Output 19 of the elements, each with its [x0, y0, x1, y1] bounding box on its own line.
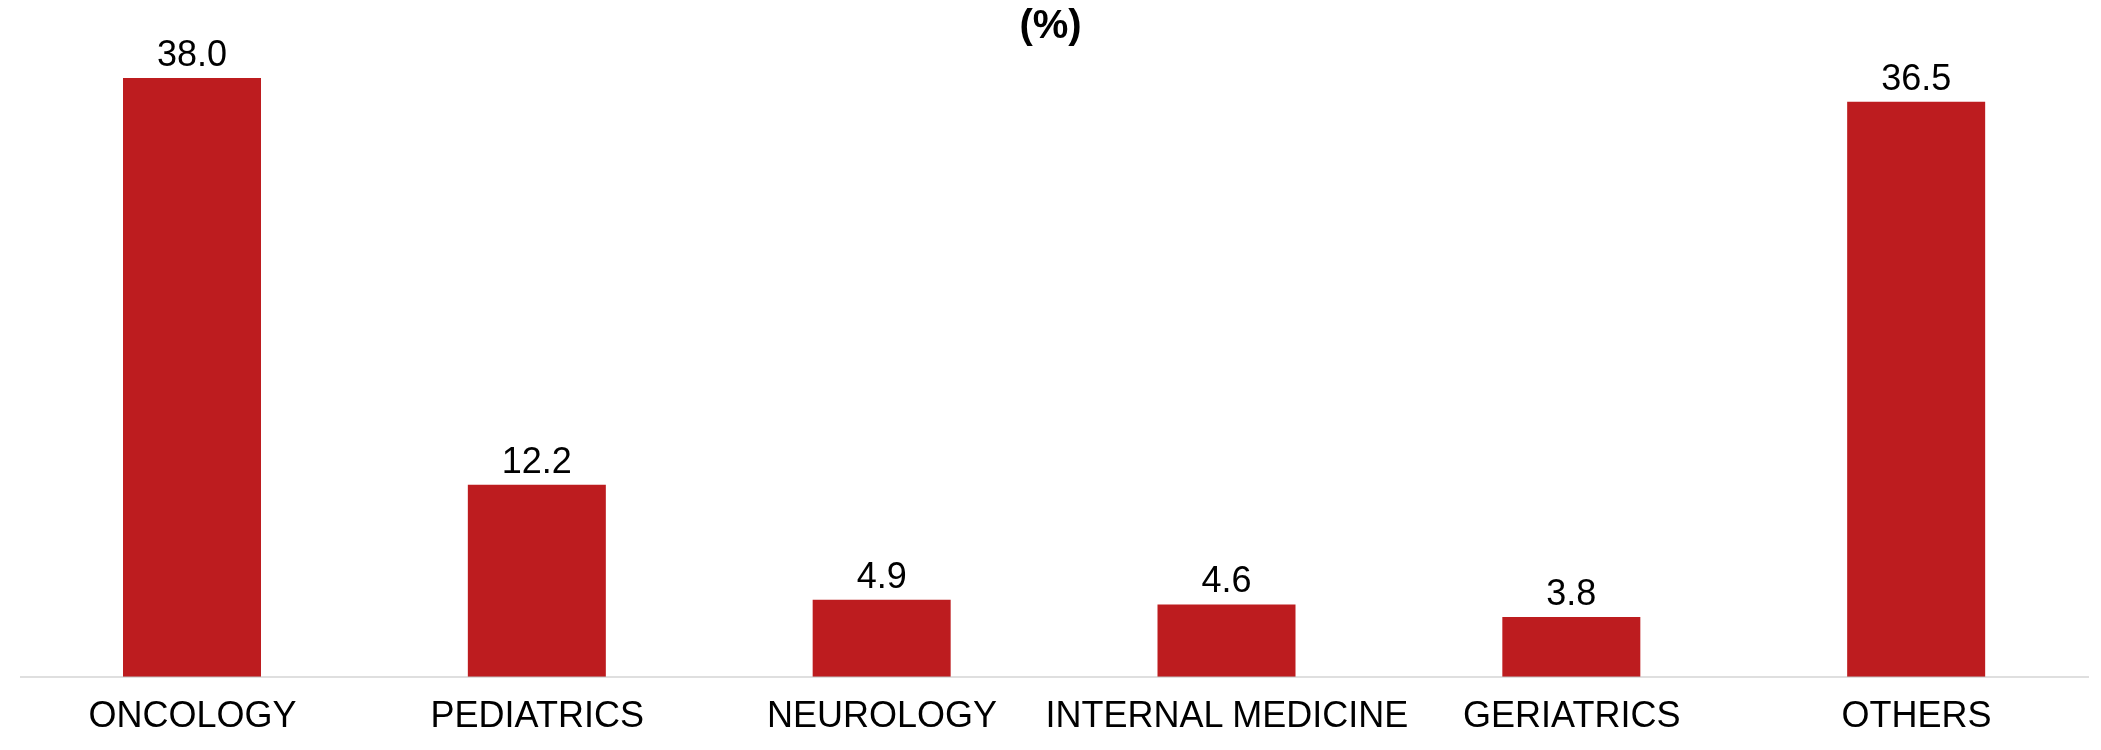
x-tick-label: GERIATRICS [1463, 693, 1681, 735]
bar [467, 484, 606, 677]
data-label: 12.2 [501, 439, 572, 481]
bar [1157, 604, 1296, 677]
x-tick-label: OTHERS [1841, 693, 1992, 735]
data-label: 38.0 [156, 33, 228, 74]
x-tick-label: PEDIATRICS [430, 693, 644, 735]
x-tick-label: NEUROLOGY [767, 693, 998, 735]
bar [1502, 617, 1641, 677]
data-label: 36.5 [1881, 56, 1952, 98]
data-label: 3.8 [1546, 572, 1597, 614]
bar [812, 599, 951, 677]
bar [123, 78, 261, 677]
data-label: 4.9 [856, 554, 907, 596]
x-tick-label: INTERNAL MEDICINE [1045, 693, 1409, 735]
chart-title: (%) [1019, 2, 1082, 46]
x-tick-label: ONCOLOGY [88, 693, 297, 735]
data-label: 4.6 [1201, 559, 1252, 601]
bar [1847, 101, 1986, 677]
